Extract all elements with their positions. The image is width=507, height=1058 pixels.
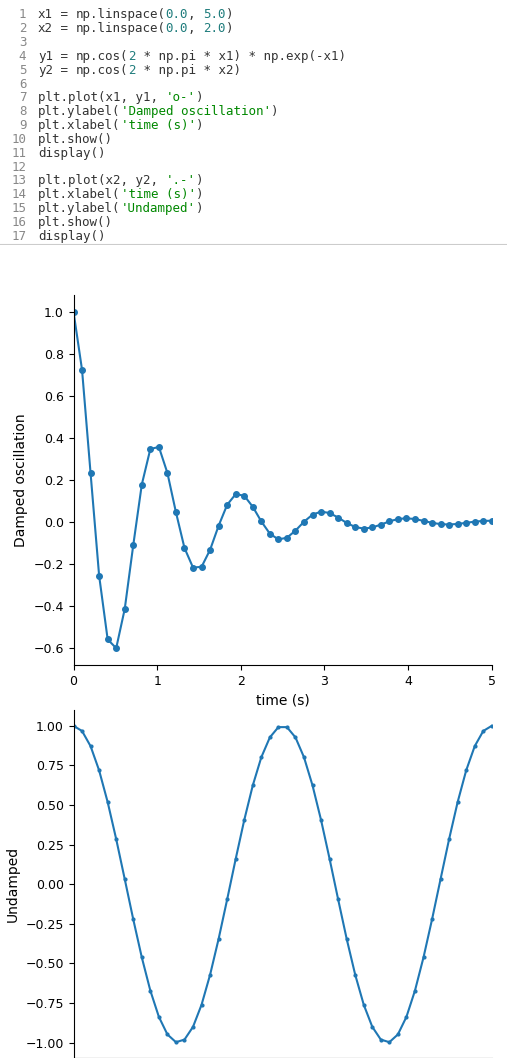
Text: 2: 2 xyxy=(128,50,135,62)
Text: plt.ylabel(: plt.ylabel( xyxy=(38,105,121,118)
Text: x1: x1 xyxy=(38,8,53,21)
Text: ,: , xyxy=(188,8,203,21)
Text: y2: y2 xyxy=(38,63,53,76)
Text: 14: 14 xyxy=(11,188,26,201)
Text: ): ) xyxy=(271,105,278,118)
Text: 0.0: 0.0 xyxy=(165,22,188,35)
Text: 5: 5 xyxy=(19,63,26,76)
Text: '.-': '.-' xyxy=(165,175,196,187)
Text: 15: 15 xyxy=(11,202,26,215)
Text: np.cos(: np.cos( xyxy=(76,63,128,76)
Text: 'time (s)': 'time (s)' xyxy=(121,188,196,201)
Text: 2.0: 2.0 xyxy=(203,22,226,35)
Text: 5.0: 5.0 xyxy=(203,8,226,21)
Text: ,: , xyxy=(188,22,203,35)
Text: 10: 10 xyxy=(11,133,26,146)
Text: 12: 12 xyxy=(11,161,26,174)
Text: ): ) xyxy=(226,22,233,35)
Text: 11: 11 xyxy=(11,147,26,160)
Text: 17: 17 xyxy=(11,230,26,242)
Text: 8: 8 xyxy=(19,105,26,118)
Text: display(): display() xyxy=(38,230,105,242)
Text: x2: x2 xyxy=(38,22,53,35)
Text: =: = xyxy=(53,22,76,35)
Text: np.cos(: np.cos( xyxy=(76,50,128,62)
Text: 4: 4 xyxy=(19,50,26,62)
Text: 9: 9 xyxy=(19,120,26,132)
Text: =: = xyxy=(53,50,76,62)
Text: * np.pi * x1) * np.exp(-x1): * np.pi * x1) * np.exp(-x1) xyxy=(135,50,346,62)
Text: 7: 7 xyxy=(19,91,26,105)
Text: ): ) xyxy=(196,202,203,215)
Text: 'time (s)': 'time (s)' xyxy=(121,120,196,132)
Text: =: = xyxy=(53,8,76,21)
Text: 3: 3 xyxy=(19,36,26,49)
Text: * np.pi * x2): * np.pi * x2) xyxy=(135,63,240,76)
Text: ): ) xyxy=(196,175,203,187)
Text: 2: 2 xyxy=(128,63,135,76)
Text: ): ) xyxy=(226,8,233,21)
Text: plt.ylabel(: plt.ylabel( xyxy=(38,202,121,215)
Y-axis label: Damped oscillation: Damped oscillation xyxy=(14,414,28,547)
Text: plt.xlabel(: plt.xlabel( xyxy=(38,120,121,132)
Text: ): ) xyxy=(196,91,203,105)
Text: plt.show(): plt.show() xyxy=(38,133,113,146)
Text: =: = xyxy=(53,63,76,76)
Text: np.linspace(: np.linspace( xyxy=(76,8,165,21)
Text: 'o-': 'o-' xyxy=(165,91,196,105)
Text: 1: 1 xyxy=(19,8,26,21)
Text: 2: 2 xyxy=(19,22,26,35)
Text: display(): display() xyxy=(38,147,105,160)
Text: ): ) xyxy=(196,188,203,201)
Text: 13: 13 xyxy=(11,175,26,187)
Text: 6: 6 xyxy=(19,77,26,91)
Text: plt.xlabel(: plt.xlabel( xyxy=(38,188,121,201)
Text: np.linspace(: np.linspace( xyxy=(76,22,165,35)
Text: 0.0: 0.0 xyxy=(165,8,188,21)
Text: 'Damped oscillation': 'Damped oscillation' xyxy=(121,105,271,118)
Text: y1: y1 xyxy=(38,50,53,62)
Text: 16: 16 xyxy=(11,216,26,229)
Text: ): ) xyxy=(196,120,203,132)
X-axis label: time (s): time (s) xyxy=(256,693,310,708)
Text: plt.plot(x1, y1,: plt.plot(x1, y1, xyxy=(38,91,165,105)
Text: plt.plot(x2, y2,: plt.plot(x2, y2, xyxy=(38,175,165,187)
Text: plt.show(): plt.show() xyxy=(38,216,113,229)
Y-axis label: Undamped: Undamped xyxy=(6,846,20,923)
Text: 'Undamped': 'Undamped' xyxy=(121,202,196,215)
